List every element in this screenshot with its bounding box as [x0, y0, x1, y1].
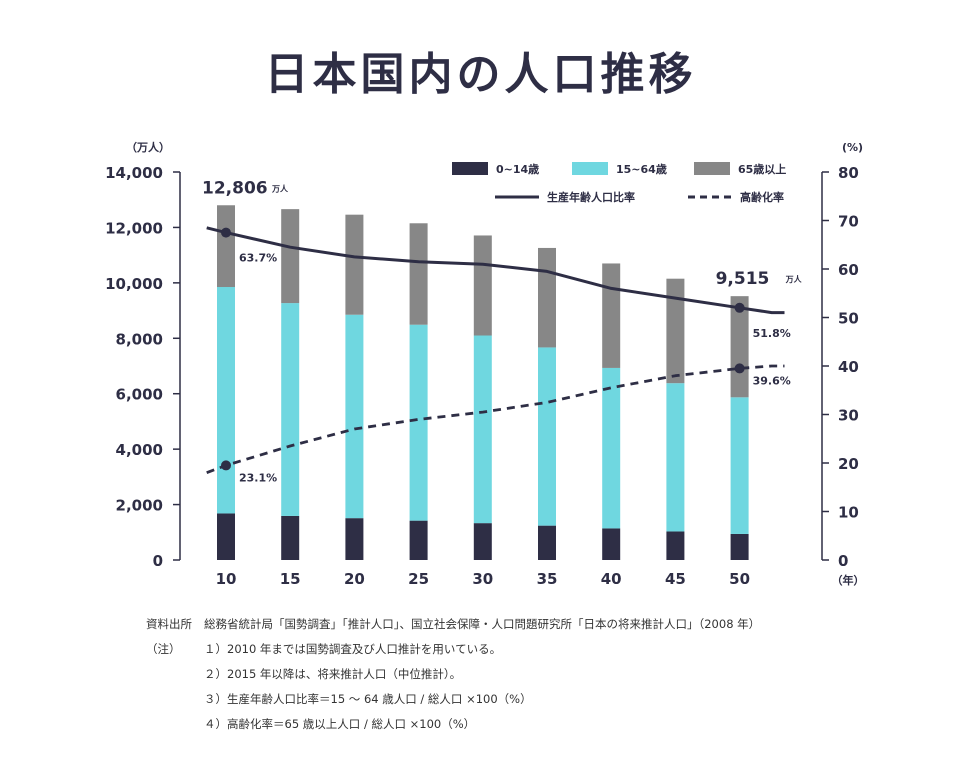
bar-segment-0-14: [666, 531, 685, 560]
note-label: （注）: [146, 642, 181, 656]
total-unit: 万人: [271, 183, 289, 193]
bar-segment-15-64: [538, 347, 556, 526]
legend-label: 0~14歳: [496, 162, 539, 176]
bar-segment-0-14: [602, 528, 621, 560]
right-axis-unit: (%): [842, 141, 863, 154]
bar-segment-0-14: [409, 520, 428, 560]
x-tick-label: 35: [537, 570, 558, 588]
legend-swatch: [452, 162, 488, 175]
source-label: 資料出所: [146, 617, 192, 631]
point-label: 63.7%: [239, 252, 277, 265]
total-unit: 万人: [785, 274, 803, 284]
note-item: ３）生産年齢人口比率＝15 ～ 64 歳人口 / 総人口 ×100（%）: [204, 692, 532, 706]
bar-segment-15-64: [666, 383, 685, 532]
bar-segment-65plus: [730, 296, 749, 398]
right-tick-label: 20: [838, 455, 859, 473]
line-marker: [221, 227, 231, 238]
bar-segment-65plus: [281, 209, 300, 304]
source-text: 総務省統計局「国勢調査」「推計人口」、国立社会保障・人口問題研究所「日本の将来推…: [204, 617, 761, 631]
line-marker: [221, 460, 231, 471]
right-tick-label: 0: [838, 552, 848, 570]
total-label: 9,515: [716, 269, 770, 289]
point-label: 51.8%: [753, 327, 791, 340]
note-item: １）2010 年までは国勢調査及び人口推計を用いている。: [204, 642, 502, 656]
notes: 資料出所 総務省統計局「国勢調査」「推計人口」、国立社会保障・人口問題研究所「日本…: [146, 612, 760, 737]
right-tick-label: 70: [838, 213, 859, 231]
legend-label: 高齢化率: [740, 190, 784, 204]
x-axis-unit: （年）: [832, 573, 865, 587]
left-tick-label: 14,000: [105, 164, 163, 182]
x-tick-label: 20: [344, 570, 365, 588]
right-tick-label: 80: [838, 164, 859, 182]
population-chart: 0 2,000 4,000 6,000 8,000 10,000 12,000 14,000 （…: [105, 140, 865, 588]
bar-segment-15-64: [345, 314, 364, 519]
left-tick-label: 4,000: [116, 441, 163, 459]
left-axis-unit: （万人）: [126, 140, 170, 154]
x-tick-label: 15: [280, 570, 301, 588]
note-row: ４）高齢化率＝65 歳以上人口 / 総人口 ×100（%）: [146, 712, 760, 737]
legend-label: 生産年齢人口比率: [547, 190, 635, 204]
x-tick-label: 30: [472, 570, 493, 588]
left-tick-label: 8,000: [116, 330, 163, 348]
bar-segment-65plus: [473, 235, 492, 336]
legend-swatch: [694, 162, 730, 175]
bar-segment-65plus: [409, 223, 428, 325]
bar-segment-0-14: [345, 518, 364, 560]
point-label: 39.6%: [753, 374, 791, 387]
bar-segment-15-64: [281, 303, 300, 516]
x-tick-label: 40: [601, 570, 622, 588]
bar-segment-0-14: [538, 525, 556, 560]
left-tick-label: 0: [153, 552, 163, 570]
right-tick-label: 10: [838, 504, 859, 522]
left-tick-label: 10,000: [105, 275, 163, 293]
working-age-ratio-line: [206, 226, 785, 315]
left-tick-label: 6,000: [116, 386, 163, 404]
bar-segment-15-64: [473, 335, 492, 524]
x-tick-label: 25: [408, 570, 429, 588]
chart-title: 日本国内の人口推移: [264, 49, 697, 100]
right-tick-label: 40: [838, 358, 859, 376]
line-marker: [734, 363, 745, 374]
legend-label: 15~64歳: [616, 162, 667, 176]
note-row: ３）生産年齢人口比率＝15 ～ 64 歳人口 / 総人口 ×100（%）: [146, 687, 760, 712]
x-tick-label: 10: [216, 570, 237, 588]
bar-segment-65plus: [538, 247, 556, 348]
bar-segment-0-14: [473, 523, 492, 560]
right-tick-label: 30: [838, 407, 859, 425]
note-row: （注） １）2010 年までは国勢調査及び人口推計を用いている。: [146, 637, 760, 662]
bar-segment-15-64: [730, 397, 749, 534]
note-row: ２）2015 年以降は、将来推計人口（中位推計）。: [146, 662, 760, 687]
point-label: 23.1%: [239, 471, 277, 484]
bar-segment-15-64: [409, 324, 428, 521]
bar-segment-0-14: [281, 515, 300, 560]
legend-label: 65歳以上: [738, 162, 786, 176]
bar-segment-0-14: [730, 533, 749, 560]
x-tick-label: 45: [665, 570, 686, 588]
line-marker: [734, 302, 745, 313]
aging-rate-line: [206, 364, 785, 475]
bar-segment-65plus: [217, 205, 235, 288]
bar-segment-65plus: [666, 278, 685, 384]
source-row: 資料出所 総務省統計局「国勢調査」「推計人口」、国立社会保障・人口問題研究所「日本…: [146, 612, 760, 637]
bar-segment-15-64: [217, 287, 235, 514]
bar-segment-0-14: [217, 513, 235, 560]
bar-segment-65plus: [602, 263, 621, 368]
legend-swatch: [572, 162, 608, 175]
left-tick-label: 12,000: [105, 219, 163, 237]
note-item: ４）高齢化率＝65 歳以上人口 / 総人口 ×100（%）: [204, 717, 476, 731]
bar-segment-65plus: [345, 214, 364, 315]
note-item: ２）2015 年以降は、将来推計人口（中位推計）。: [204, 667, 462, 681]
bar-segment-15-64: [602, 367, 621, 529]
total-label: 12,806: [202, 178, 268, 198]
right-tick-label: 60: [838, 261, 859, 279]
x-tick-label: 50: [729, 570, 750, 588]
left-tick-label: 2,000: [116, 497, 163, 515]
right-tick-label: 50: [838, 310, 859, 328]
